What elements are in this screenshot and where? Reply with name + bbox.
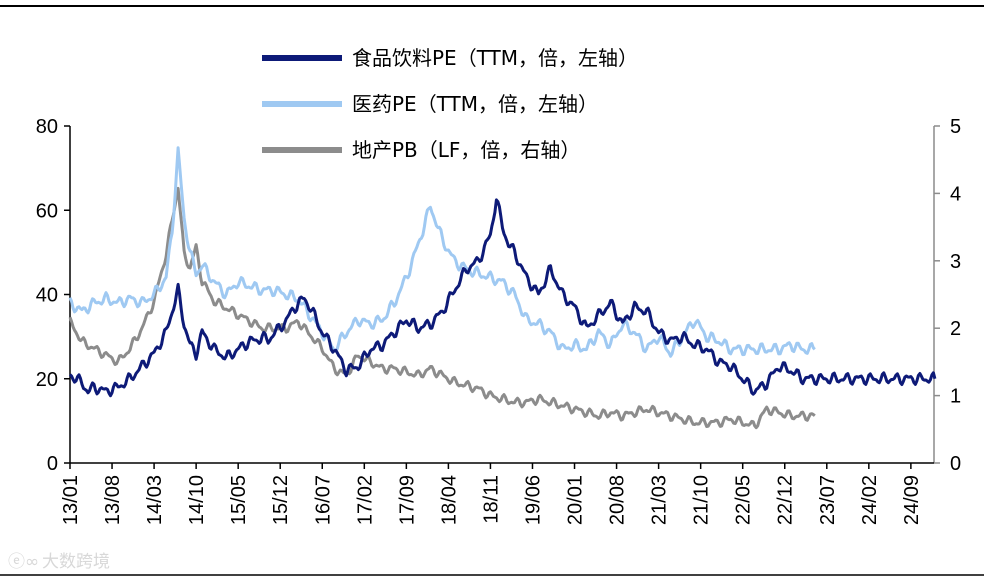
x-tick-label: 17/02: [354, 475, 376, 525]
series-layer: [68, 146, 937, 430]
x-tick-label: 16/07: [312, 475, 334, 525]
right-tick-label: 1: [950, 386, 961, 408]
right-tick-label: 3: [950, 251, 961, 273]
x-tick-label: 22/05: [733, 475, 755, 525]
watermark-logo-icon: ⓔ∞: [8, 552, 39, 572]
x-tick-label: 19/06: [522, 475, 544, 525]
x-tick-label: 23/07: [817, 475, 839, 525]
x-tick-label: 15/12: [270, 475, 292, 525]
x-tick-label: 21/03: [649, 475, 671, 525]
watermark-text: 大数跨境: [42, 552, 110, 572]
x-tick-label: 14/10: [186, 475, 208, 525]
left-tick-label: 20: [36, 369, 58, 391]
legend-item-pharma: 医药PE（TTM，倍，左轴）: [262, 92, 598, 116]
watermark: ⓔ∞ 大数跨境: [8, 552, 110, 572]
left-axis-ticks: 0 20 40 60 80: [36, 116, 70, 475]
right-tick-label: 4: [950, 183, 961, 205]
x-tick-label: 24/09: [901, 475, 923, 525]
x-tick-label: 24/02: [859, 475, 881, 525]
x-tick-label: 21/10: [691, 475, 713, 525]
x-tick-label: 18/11: [480, 475, 502, 524]
x-tick-label: 14/03: [144, 475, 166, 525]
right-axis-ticks: 0 1 2 3 4 5: [934, 116, 961, 475]
series-line-pharma-pe: [68, 146, 816, 358]
x-tick-label: 13/08: [102, 475, 124, 525]
right-tick-label: 2: [950, 318, 961, 340]
right-tick-label: 0: [950, 453, 961, 475]
series-line-realestate-pb: [68, 186, 816, 430]
left-tick-label: 60: [36, 200, 58, 222]
legend-label: 食品饮料PE（TTM，倍，左轴）: [352, 46, 638, 70]
x-tick-label: 20/08: [607, 475, 629, 525]
legend-label: 医药PE（TTM，倍，左轴）: [352, 92, 598, 116]
legend-item-food-beverage: 食品饮料PE（TTM，倍，左轴）: [262, 46, 638, 70]
x-tick-label: 13/01: [60, 475, 82, 525]
left-tick-label: 0: [47, 453, 58, 475]
left-tick-label: 80: [36, 116, 58, 138]
legend: 食品饮料PE（TTM，倍，左轴） 医药PE（TTM，倍，左轴） 地产PB（LF，倍，…: [262, 46, 638, 162]
x-tick-label: 22/12: [775, 475, 797, 525]
legend-item-realestate: 地产PB（LF，倍，右轴）: [262, 138, 580, 162]
x-tick-label: 18/04: [438, 475, 460, 525]
x-tick-label: 20/01: [565, 475, 587, 525]
right-tick-label: 5: [950, 116, 961, 138]
legend-label: 地产PB（LF，倍，右轴）: [352, 138, 580, 162]
x-axis-ticks: 13/01 13/08 14/03 14/10 15/05 15/12 16/07 17/02…: [60, 463, 923, 525]
left-tick-label: 40: [36, 285, 58, 307]
series-line-food-beverage-pe: [68, 198, 937, 398]
x-tick-label: 15/05: [228, 475, 250, 525]
x-tick-label: 17/09: [396, 475, 418, 525]
